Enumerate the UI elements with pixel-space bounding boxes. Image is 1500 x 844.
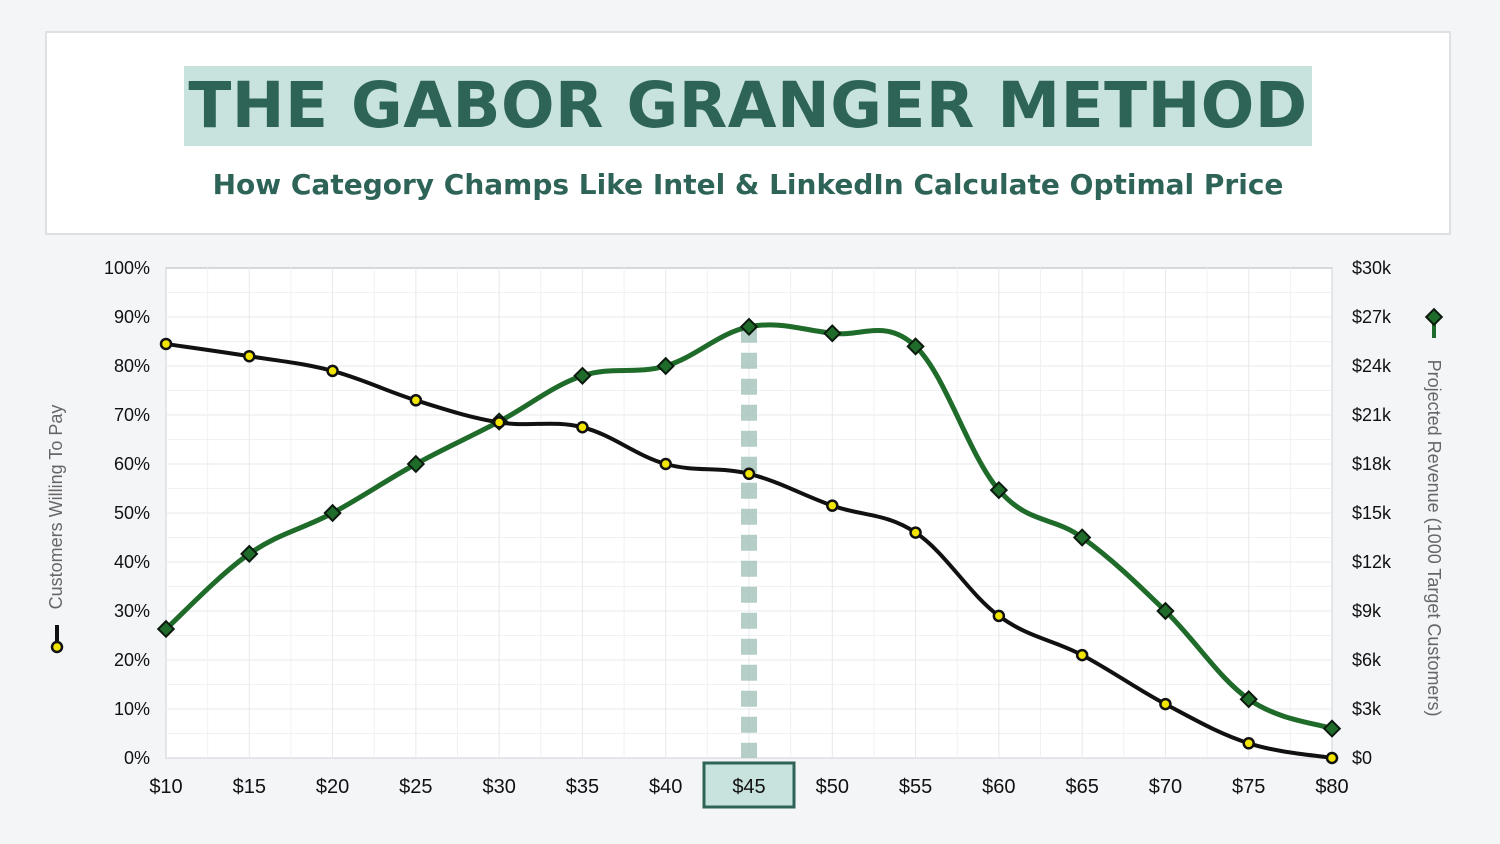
willing-to-pay-point — [1242, 737, 1255, 750]
revenue-point — [1322, 719, 1342, 738]
right-axis-title: Projected Revenue (1000 Target Customers… — [1424, 360, 1444, 717]
revenue-point — [323, 503, 342, 523]
willing-to-pay-point — [492, 416, 506, 429]
x-axis-tick-label: $30 — [482, 776, 515, 798]
x-axis-tick-label: $50 — [816, 776, 849, 798]
right-axis-tick-label: $15k — [1352, 503, 1392, 523]
left-axis-tick-label: 100% — [104, 258, 150, 278]
willing-to-pay-point — [1325, 751, 1339, 765]
revenue-point — [1239, 690, 1258, 709]
optimal-price-box — [702, 761, 796, 809]
x-axis-tick-label: $10 — [149, 776, 182, 798]
x-axis-tick-label: $55 — [899, 776, 932, 798]
revenue-point — [823, 324, 842, 343]
left-axis-title: Customers Willing To Pay — [46, 405, 66, 610]
left-axis-tick-label: 30% — [114, 601, 150, 621]
revenue-point — [406, 454, 426, 474]
revenue-point — [573, 366, 592, 385]
left-axis-tick-label: 20% — [114, 650, 150, 670]
revenue-line — [164, 322, 1333, 731]
willing-to-pay-point — [243, 349, 256, 363]
x-axis-tick-label: $40 — [649, 776, 682, 798]
x-axis-tick-label: $75 — [1232, 776, 1265, 798]
revenue-point — [906, 337, 925, 356]
revenue-point — [739, 317, 759, 336]
willing-to-pay-point — [742, 467, 756, 481]
left-axis-tick-label: 50% — [114, 503, 150, 523]
left-axis-tick-label: 90% — [114, 307, 150, 327]
left-legend-marker — [50, 640, 64, 654]
revenue-point — [1156, 601, 1175, 621]
left-axis-tick-label: 0% — [124, 748, 150, 768]
left-axis-tick-label: 10% — [114, 699, 150, 719]
title-wrap: THE GABOR GRANGER METHOD — [47, 66, 1449, 146]
x-axis-tick-label: $45 — [732, 776, 765, 798]
right-axis-tick-label: $24k — [1352, 356, 1392, 376]
willing-to-pay-point — [659, 457, 672, 471]
x-axis-tick-label: $25 — [399, 776, 432, 798]
willing-to-pay-point — [409, 394, 423, 407]
right-axis-tick-label: $6k — [1352, 650, 1382, 670]
willing-to-pay-point — [1159, 697, 1172, 711]
willing-to-pay-point — [326, 364, 339, 378]
revenue-point — [656, 356, 675, 376]
revenue-point — [989, 480, 1009, 500]
willing-to-pay-point — [159, 337, 173, 351]
willing-to-pay-point — [909, 526, 922, 539]
header-card: THE GABOR GRANGER METHOD How Category Ch… — [45, 31, 1451, 235]
right-axis-tick-label: $9k — [1352, 601, 1382, 621]
right-axis-tick-label: $21k — [1352, 405, 1392, 425]
right-legend-marker — [1424, 307, 1444, 327]
willing-to-pay-point — [576, 421, 589, 434]
right-axis-tick-label: $12k — [1352, 552, 1392, 572]
willing-to-pay-point — [826, 499, 839, 512]
willing-to-pay-point — [992, 609, 1006, 623]
left-axis-tick-label: 60% — [114, 454, 150, 474]
page-subtitle: How Category Champs Like Intel & LinkedI… — [212, 168, 1284, 201]
right-axis-tick-label: $18k — [1352, 454, 1392, 474]
x-axis-tick-label: $65 — [1065, 776, 1098, 798]
right-axis-tick-label: $3k — [1352, 699, 1382, 719]
right-axis-tick-label: $27k — [1352, 307, 1392, 327]
willing-to-pay-point — [1075, 648, 1089, 662]
x-axis-tick-label: $70 — [1149, 776, 1182, 798]
x-axis-tick-label: $60 — [982, 776, 1015, 798]
left-axis-tick-label: 80% — [114, 356, 150, 376]
page-title: THE GABOR GRANGER METHOD — [184, 66, 1312, 146]
x-axis-tick-label: $80 — [1315, 776, 1348, 798]
revenue-point — [156, 619, 176, 639]
revenue-point — [1072, 528, 1092, 547]
left-axis-tick-label: 70% — [114, 405, 150, 425]
x-axis-tick-label: $20 — [316, 776, 349, 798]
right-axis-tick-label: $30k — [1352, 258, 1392, 278]
revenue-point — [240, 544, 259, 564]
x-axis-tick-label: $35 — [566, 776, 599, 798]
right-axis-tick-label: $0 — [1352, 748, 1372, 768]
left-axis-tick-label: 40% — [114, 552, 150, 572]
x-axis-tick-label: $15 — [233, 776, 266, 798]
